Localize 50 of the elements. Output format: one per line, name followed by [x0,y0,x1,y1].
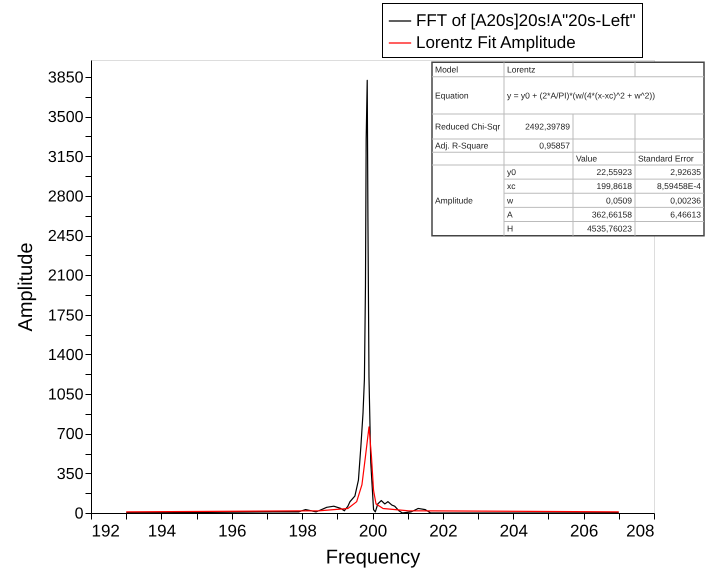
y-tick-label: 1750 [48,307,84,324]
x-tick-label: 192 [92,522,120,540]
x-axis-title: Frequency [326,546,420,568]
text: 8,59458E-4 [657,181,702,192]
annotation: Value [576,154,598,164]
x-tick-label: 202 [429,522,458,540]
annotation: H [507,224,514,234]
legend-label: FFT of [A20s]20s!A"20s-Left" [416,11,636,30]
annotation: xc [507,181,516,192]
annotation: 4535,76023 [587,224,632,234]
x-tick-label: 200 [358,522,388,540]
annotation: 0,95857 [539,140,570,151]
x-tick-label: 208 [626,522,654,540]
y-tick-label: 1050 [48,386,84,404]
x-tick-label: 198 [288,522,317,540]
annotation: A [507,209,513,220]
y-tick-label: 2450 [48,228,84,246]
annotation: 22,55923 [596,167,632,178]
text: 0,00236 [670,195,702,206]
y-tick-label: 2800 [48,188,84,206]
y-tick-label: 0 [74,506,84,522]
x-tick-label: 196 [218,522,246,540]
annotation: Model [435,64,458,74]
annotation: Adj. R-Square [435,140,489,151]
annotation: 0,0509 [606,195,632,206]
x-tick-label: 204 [500,522,528,540]
y-tick-label: 350 [56,466,84,483]
annotation: Equation [435,90,469,100]
legend-label: Lorentz Fit Amplitude [416,33,576,52]
x-tick-label: 206 [570,522,598,540]
annotation: y = y0 + (2*A/PI)*(w/(4*(x-xc)^2 + w^2)) [507,90,656,100]
annotation: 362,66158 [592,209,632,220]
x-tick-label: 194 [148,522,176,540]
annotation: Lorentz [507,64,536,74]
annotation: Amplitude [435,195,474,206]
y-tick-label: 2100 [48,268,84,285]
y-axis-title: Amplitude [14,242,37,332]
annotation: Standard Error [638,154,694,164]
annotation: y0 [507,167,516,178]
y-tick-label: 3850 [48,69,84,86]
annotation: 199,8618 [596,181,632,192]
text: 2,92635 [670,167,702,178]
y-tick-label: 3500 [48,109,84,126]
annotation: 2492,39789 [525,122,570,132]
annotation: w [506,195,514,206]
annotation: Reduced Chi-Sqr [435,122,500,132]
y-tick-label: 700 [56,426,84,444]
text: 6,46613 [670,209,702,220]
y-tick-label: 1400 [48,346,84,364]
y-tick-label: 3150 [48,148,84,166]
